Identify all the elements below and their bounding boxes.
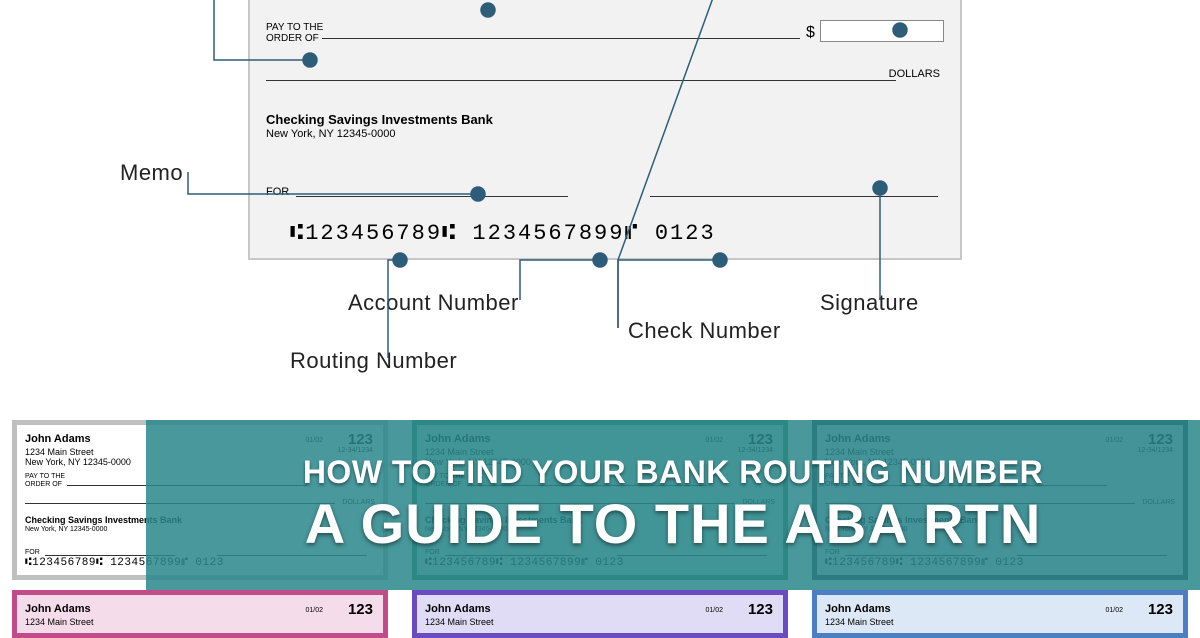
banner-area: John Adams 1234 Main Street New York, NY… [0,420,1200,628]
title-banner: HOW TO FIND YOUR BANK ROUTING NUMBER A G… [146,420,1200,590]
signature-line [650,196,938,197]
mini-check: John Adams 1234 Main Street 123 01/02 [412,590,788,638]
label-routing: Routing Number [290,348,457,374]
banner-line1: HOW TO FIND YOUR BANK ROUTING NUMBER [303,454,1043,491]
check-diagram: 1234 Main Street New York, NY 12345-0000… [0,0,1200,420]
pay-to-line [322,38,800,39]
label-signature: Signature [820,290,919,316]
micr-line: ⑆123456789⑆ 1234567899⑈ 0123 [290,221,716,246]
pay-to-label: PAY TO THE ORDER OF [266,22,323,44]
dollars-line [266,80,896,81]
mini-check: John Adams 1234 Main Street 123 01/02 [12,590,388,638]
label-check: Check Number [628,318,781,344]
memo-line [296,196,568,197]
label-account: Account Number [348,290,519,316]
bank-city: New York, NY 12345-0000 [266,128,395,140]
main-check: 1234 Main Street New York, NY 12345-0000… [248,0,962,260]
bank-name: Checking Savings Investments Bank [266,112,493,127]
dollar-sign: $ [806,24,815,42]
memo-for-label: FOR [266,186,289,198]
banner-line2: A GUIDE TO THE ABA RTN [305,491,1042,556]
mini-check-row-2: John Adams 1234 Main Street 123 01/02 Jo… [0,590,1200,638]
dollars-label: DOLLARS [889,68,940,80]
mini-check: John Adams 1234 Main Street 123 01/02 [812,590,1188,638]
label-memo: Memo [120,160,183,186]
amount-box [820,20,944,42]
